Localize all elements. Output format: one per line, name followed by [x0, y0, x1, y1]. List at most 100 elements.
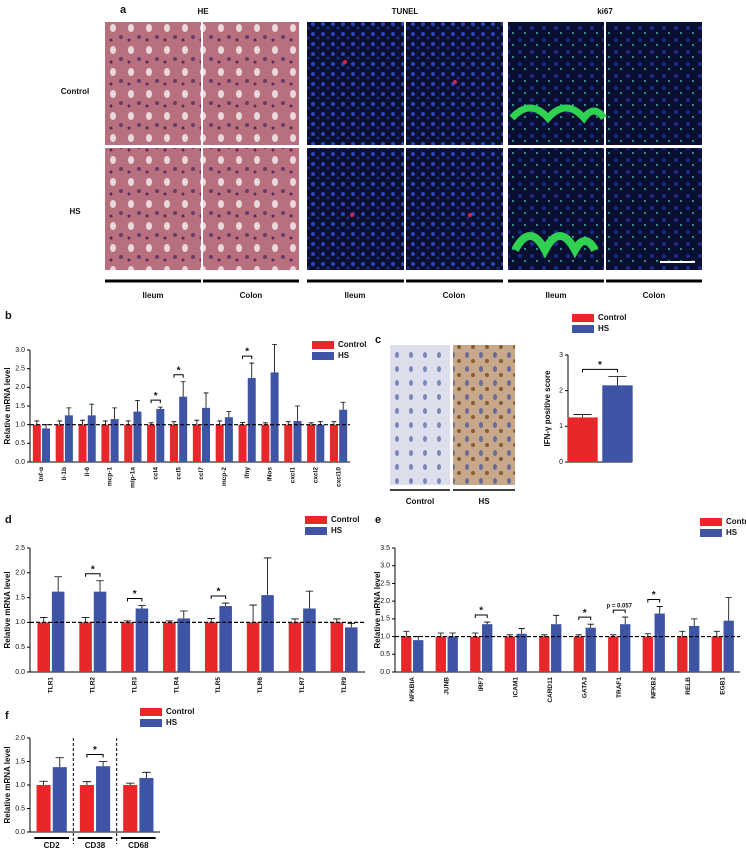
panel-c-images: [390, 345, 515, 491]
y-tick-label: 1.5: [15, 594, 25, 601]
bar: [316, 424, 325, 462]
error-bar: [217, 420, 223, 425]
micrograph: [453, 345, 515, 485]
micrograph: [406, 148, 503, 270]
y-tick-label: 2: [559, 388, 563, 395]
error-bar: [89, 403, 95, 416]
x-tick-label: NFKB2: [650, 677, 657, 699]
bar: [711, 636, 722, 672]
panel-letter: d: [5, 514, 12, 526]
y-tick-label: 0.0: [15, 829, 25, 836]
panel-letter: a: [120, 4, 127, 16]
significance-bracket: [612, 609, 626, 614]
legend-label: HS: [166, 718, 178, 727]
bar: [551, 624, 562, 672]
y-tick-label: 1.0: [15, 422, 25, 429]
x-tick-label: NFKBIA: [409, 677, 416, 702]
stain-dot: [350, 213, 354, 217]
significance-bracket: [150, 399, 161, 404]
error-bar: [112, 407, 117, 420]
significance-label: *: [93, 745, 97, 756]
bar: [192, 424, 201, 462]
panel-letter: b: [5, 310, 12, 322]
x-tick-label: TLR1: [48, 677, 55, 694]
error-bar: [308, 422, 314, 425]
bar: [52, 767, 67, 832]
column-header: TUNEL: [392, 7, 419, 16]
tissue-label: Colon: [240, 291, 263, 300]
bar: [32, 424, 41, 462]
x-tick-label: ccl5: [175, 467, 182, 480]
micrograph: [203, 148, 299, 270]
legend-swatch: [700, 518, 722, 526]
bar: [177, 618, 191, 672]
significance-bracket: [582, 368, 618, 373]
row-label: Control: [61, 87, 89, 96]
y-axis-label: Relative mRNA level: [3, 746, 12, 823]
error-bar: [263, 557, 272, 596]
error-bar: [80, 419, 85, 425]
legend-swatch: [572, 314, 594, 322]
tissue-label: Ileum: [546, 291, 567, 300]
y-tick-label: 1.5: [15, 758, 25, 765]
bar: [110, 419, 119, 462]
error-bar: [249, 604, 257, 623]
legend-label: Control: [166, 707, 194, 716]
bar: [93, 591, 107, 672]
bar: [179, 396, 188, 462]
bar: [435, 636, 446, 672]
error-bar: [713, 630, 720, 637]
legend-swatch: [572, 325, 594, 333]
y-axis-label: Relative mRNA level: [3, 571, 12, 648]
stain-dot: [343, 60, 347, 64]
y-tick-label: 0.0: [15, 669, 25, 676]
error-bar: [39, 780, 48, 785]
legend-swatch: [140, 719, 162, 727]
x-tick-label: TLR9: [341, 677, 348, 694]
error-bar: [194, 419, 200, 425]
y-tick-label: 3.5: [380, 545, 390, 552]
x-tick-label: GATA3: [581, 677, 588, 698]
x-tick-label: cxcl2: [312, 467, 319, 484]
error-bar: [679, 630, 686, 637]
legend-swatch: [140, 708, 162, 716]
x-tick-label: TLR2: [90, 677, 97, 694]
bar: [504, 636, 515, 672]
error-bar: [691, 618, 698, 626]
bar: [620, 624, 631, 672]
bar: [307, 424, 316, 462]
bar: [96, 766, 111, 832]
bar: [293, 420, 302, 462]
bar: [36, 785, 51, 832]
error-bar: [103, 420, 108, 425]
x-tick-label: cxcl1: [290, 467, 297, 484]
y-tick-label: 1: [559, 423, 563, 430]
error-bar: [180, 381, 186, 397]
error-bar: [656, 606, 663, 614]
bar: [516, 633, 527, 672]
error-bar: [203, 392, 209, 408]
error-bar: [54, 576, 62, 592]
bar: [689, 625, 700, 672]
significance-label: *: [216, 587, 220, 598]
bar: [51, 591, 65, 672]
error-bar: [484, 621, 491, 625]
bar: [345, 627, 358, 672]
error-bar: [249, 362, 255, 378]
y-axis-label: Relative mRNA level: [3, 367, 12, 444]
bar: [288, 622, 302, 672]
micrograph: [508, 148, 604, 270]
y-tick-label: 0.5: [380, 651, 390, 658]
error-bar: [39, 617, 48, 623]
significance-bracket: [647, 598, 661, 603]
tissue-label: Colon: [443, 291, 466, 300]
y-tick-label: 2.5: [380, 580, 390, 587]
error-bar: [553, 614, 560, 625]
bar: [135, 608, 149, 672]
y-tick-label: 3: [559, 352, 563, 359]
error-bar: [221, 602, 230, 607]
x-tick-label: iNos: [267, 467, 274, 481]
legend-label: Control: [338, 340, 366, 349]
bar: [64, 415, 73, 462]
